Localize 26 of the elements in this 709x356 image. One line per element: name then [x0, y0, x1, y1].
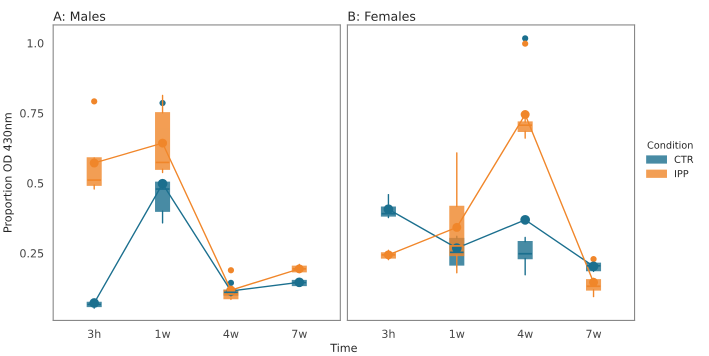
x-tick-label: 3h	[88, 329, 100, 338]
point	[452, 222, 462, 232]
x-tick-label: 3h	[382, 329, 395, 338]
y-tick-label: 1.0	[28, 39, 44, 48]
legend-title: Condition	[648, 141, 693, 149]
x-tick-label: 4w	[518, 330, 533, 338]
x-tick-label: 7w	[292, 330, 307, 338]
y-axis-title: Proportion OD 430nm	[3, 113, 14, 232]
point	[158, 178, 168, 189]
point	[520, 110, 530, 120]
x-tick-label: 4w	[223, 330, 239, 338]
y-tick-label: 0.25	[20, 249, 44, 258]
y-tick-label: 0.5	[27, 179, 44, 188]
x-tick-label: 1w	[156, 330, 170, 338]
chart-title: A: Males	[53, 11, 106, 21]
legend-label: CTR	[674, 156, 694, 164]
x-axis-title: Time	[330, 343, 357, 352]
point	[158, 138, 168, 148]
y-tick-label: 0.75	[20, 109, 44, 118]
x-tick-label: 7w	[586, 330, 602, 338]
x-tick-label: 1w	[450, 330, 464, 338]
point	[520, 214, 530, 225]
point	[384, 204, 394, 214]
chart-title: B: Females	[348, 11, 416, 21]
point	[90, 158, 99, 168]
legend-label: IPP	[675, 170, 688, 178]
